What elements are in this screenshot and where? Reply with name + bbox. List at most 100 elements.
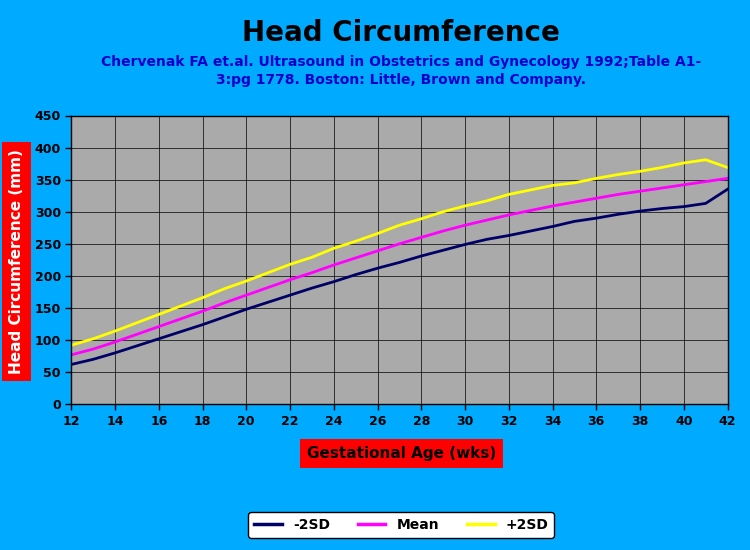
Mean	[526, 207, 536, 214]
-2SD	[220, 314, 229, 320]
Mean	[548, 203, 557, 210]
+2SD	[176, 302, 185, 309]
+2SD	[614, 171, 622, 178]
Text: Head Circumference (mm): Head Circumference (mm)	[9, 149, 24, 373]
Line: -2SD: -2SD	[71, 189, 728, 365]
+2SD	[373, 230, 382, 237]
-2SD	[657, 205, 666, 212]
+2SD	[351, 238, 360, 245]
Mean	[264, 284, 273, 291]
-2SD	[329, 278, 338, 285]
Mean	[635, 188, 644, 195]
+2SD	[198, 294, 207, 301]
Mean	[308, 270, 316, 276]
Mean	[373, 248, 382, 254]
+2SD	[67, 342, 76, 349]
-2SD	[198, 321, 207, 328]
+2SD	[88, 336, 98, 342]
Mean	[67, 351, 76, 358]
-2SD	[394, 259, 404, 266]
-2SD	[88, 356, 98, 362]
+2SD	[482, 197, 491, 204]
Mean	[504, 212, 513, 218]
Line: +2SD: +2SD	[71, 160, 728, 345]
Mean	[592, 195, 601, 201]
Text: Head Circumference: Head Circumference	[242, 19, 560, 47]
Mean	[110, 339, 119, 345]
-2SD	[460, 241, 470, 248]
+2SD	[548, 182, 557, 189]
+2SD	[308, 254, 316, 261]
-2SD	[176, 328, 185, 335]
+2SD	[680, 160, 688, 166]
Mean	[439, 228, 448, 234]
-2SD	[417, 252, 426, 259]
+2SD	[110, 328, 119, 334]
Mean	[351, 255, 360, 261]
Mean	[176, 316, 185, 322]
-2SD	[132, 343, 141, 349]
-2SD	[504, 232, 513, 239]
Mean	[614, 191, 622, 197]
+2SD	[635, 168, 644, 175]
-2SD	[592, 215, 601, 222]
+2SD	[570, 179, 579, 186]
Mean	[701, 178, 710, 185]
Mean	[417, 234, 426, 241]
-2SD	[67, 361, 76, 368]
+2SD	[657, 164, 666, 170]
Mean	[394, 240, 404, 247]
Mean	[220, 300, 229, 306]
-2SD	[286, 292, 295, 299]
+2SD	[526, 186, 536, 193]
+2SD	[394, 222, 404, 229]
-2SD	[242, 306, 250, 312]
Text: Chervenak FA et.al. Ultrasound in Obstetrics and Gynecology 1992;Table A1-
3:pg : Chervenak FA et.al. Ultrasound in Obstet…	[101, 55, 701, 87]
+2SD	[592, 175, 601, 182]
-2SD	[723, 186, 732, 192]
Text: Gestational Age (wks): Gestational Age (wks)	[307, 446, 496, 461]
-2SD	[308, 285, 316, 292]
-2SD	[482, 236, 491, 243]
+2SD	[460, 203, 470, 210]
Mean	[723, 175, 732, 182]
-2SD	[526, 228, 536, 234]
+2SD	[439, 208, 448, 215]
Mean	[460, 222, 470, 229]
Legend: -2SD, Mean, +2SD: -2SD, Mean, +2SD	[248, 513, 554, 537]
+2SD	[723, 164, 732, 170]
Mean	[329, 262, 338, 268]
Mean	[657, 185, 666, 191]
+2SD	[242, 278, 250, 284]
Mean	[88, 346, 98, 353]
Mean	[242, 292, 250, 299]
-2SD	[351, 271, 360, 278]
+2SD	[504, 191, 513, 197]
+2SD	[701, 156, 710, 163]
Line: Mean: Mean	[71, 178, 728, 355]
+2SD	[286, 261, 295, 268]
-2SD	[614, 211, 622, 218]
-2SD	[570, 218, 579, 224]
Mean	[132, 331, 141, 338]
-2SD	[110, 350, 119, 356]
Mean	[680, 182, 688, 188]
-2SD	[439, 247, 448, 254]
+2SD	[220, 285, 229, 292]
Mean	[198, 308, 207, 315]
+2SD	[132, 320, 141, 326]
+2SD	[154, 311, 164, 318]
Mean	[154, 323, 164, 330]
+2SD	[329, 245, 338, 252]
Mean	[570, 199, 579, 206]
Mean	[482, 217, 491, 223]
Mean	[286, 277, 295, 283]
+2SD	[264, 270, 273, 276]
-2SD	[154, 336, 164, 342]
-2SD	[701, 200, 710, 207]
-2SD	[680, 204, 688, 210]
-2SD	[635, 208, 644, 214]
-2SD	[548, 223, 557, 230]
-2SD	[264, 299, 273, 306]
-2SD	[373, 265, 382, 272]
